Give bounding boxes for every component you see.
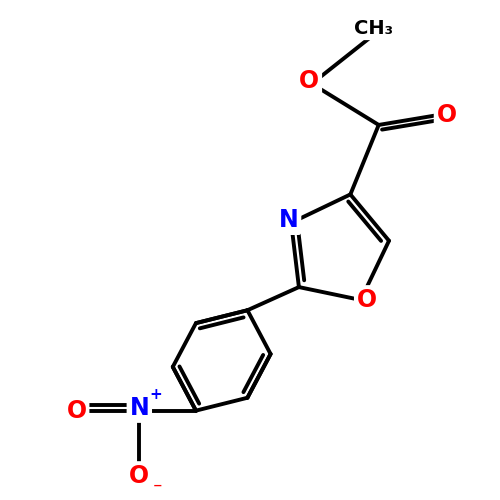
Text: O: O bbox=[299, 69, 320, 93]
Text: ⁻: ⁻ bbox=[152, 480, 162, 498]
Text: O: O bbox=[357, 288, 377, 312]
Text: O: O bbox=[130, 464, 150, 488]
Text: CH₃: CH₃ bbox=[354, 19, 393, 38]
Text: N: N bbox=[130, 396, 149, 420]
Text: +: + bbox=[150, 386, 162, 402]
Text: O: O bbox=[66, 398, 86, 422]
Text: N: N bbox=[278, 208, 298, 232]
Text: O: O bbox=[436, 102, 456, 126]
